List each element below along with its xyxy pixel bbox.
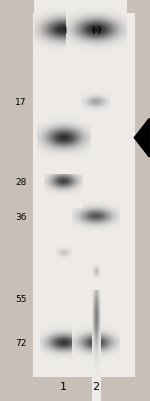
Text: 55: 55 — [15, 294, 27, 303]
Text: (-): (-) — [91, 26, 101, 34]
Text: 1: 1 — [60, 381, 67, 391]
Text: 72: 72 — [15, 338, 27, 347]
Text: 28: 28 — [15, 178, 27, 187]
Polygon shape — [134, 119, 149, 158]
Text: (-): (-) — [59, 26, 68, 34]
Text: 2: 2 — [92, 381, 100, 391]
Text: 36: 36 — [15, 212, 27, 221]
Text: 17: 17 — [15, 98, 27, 107]
